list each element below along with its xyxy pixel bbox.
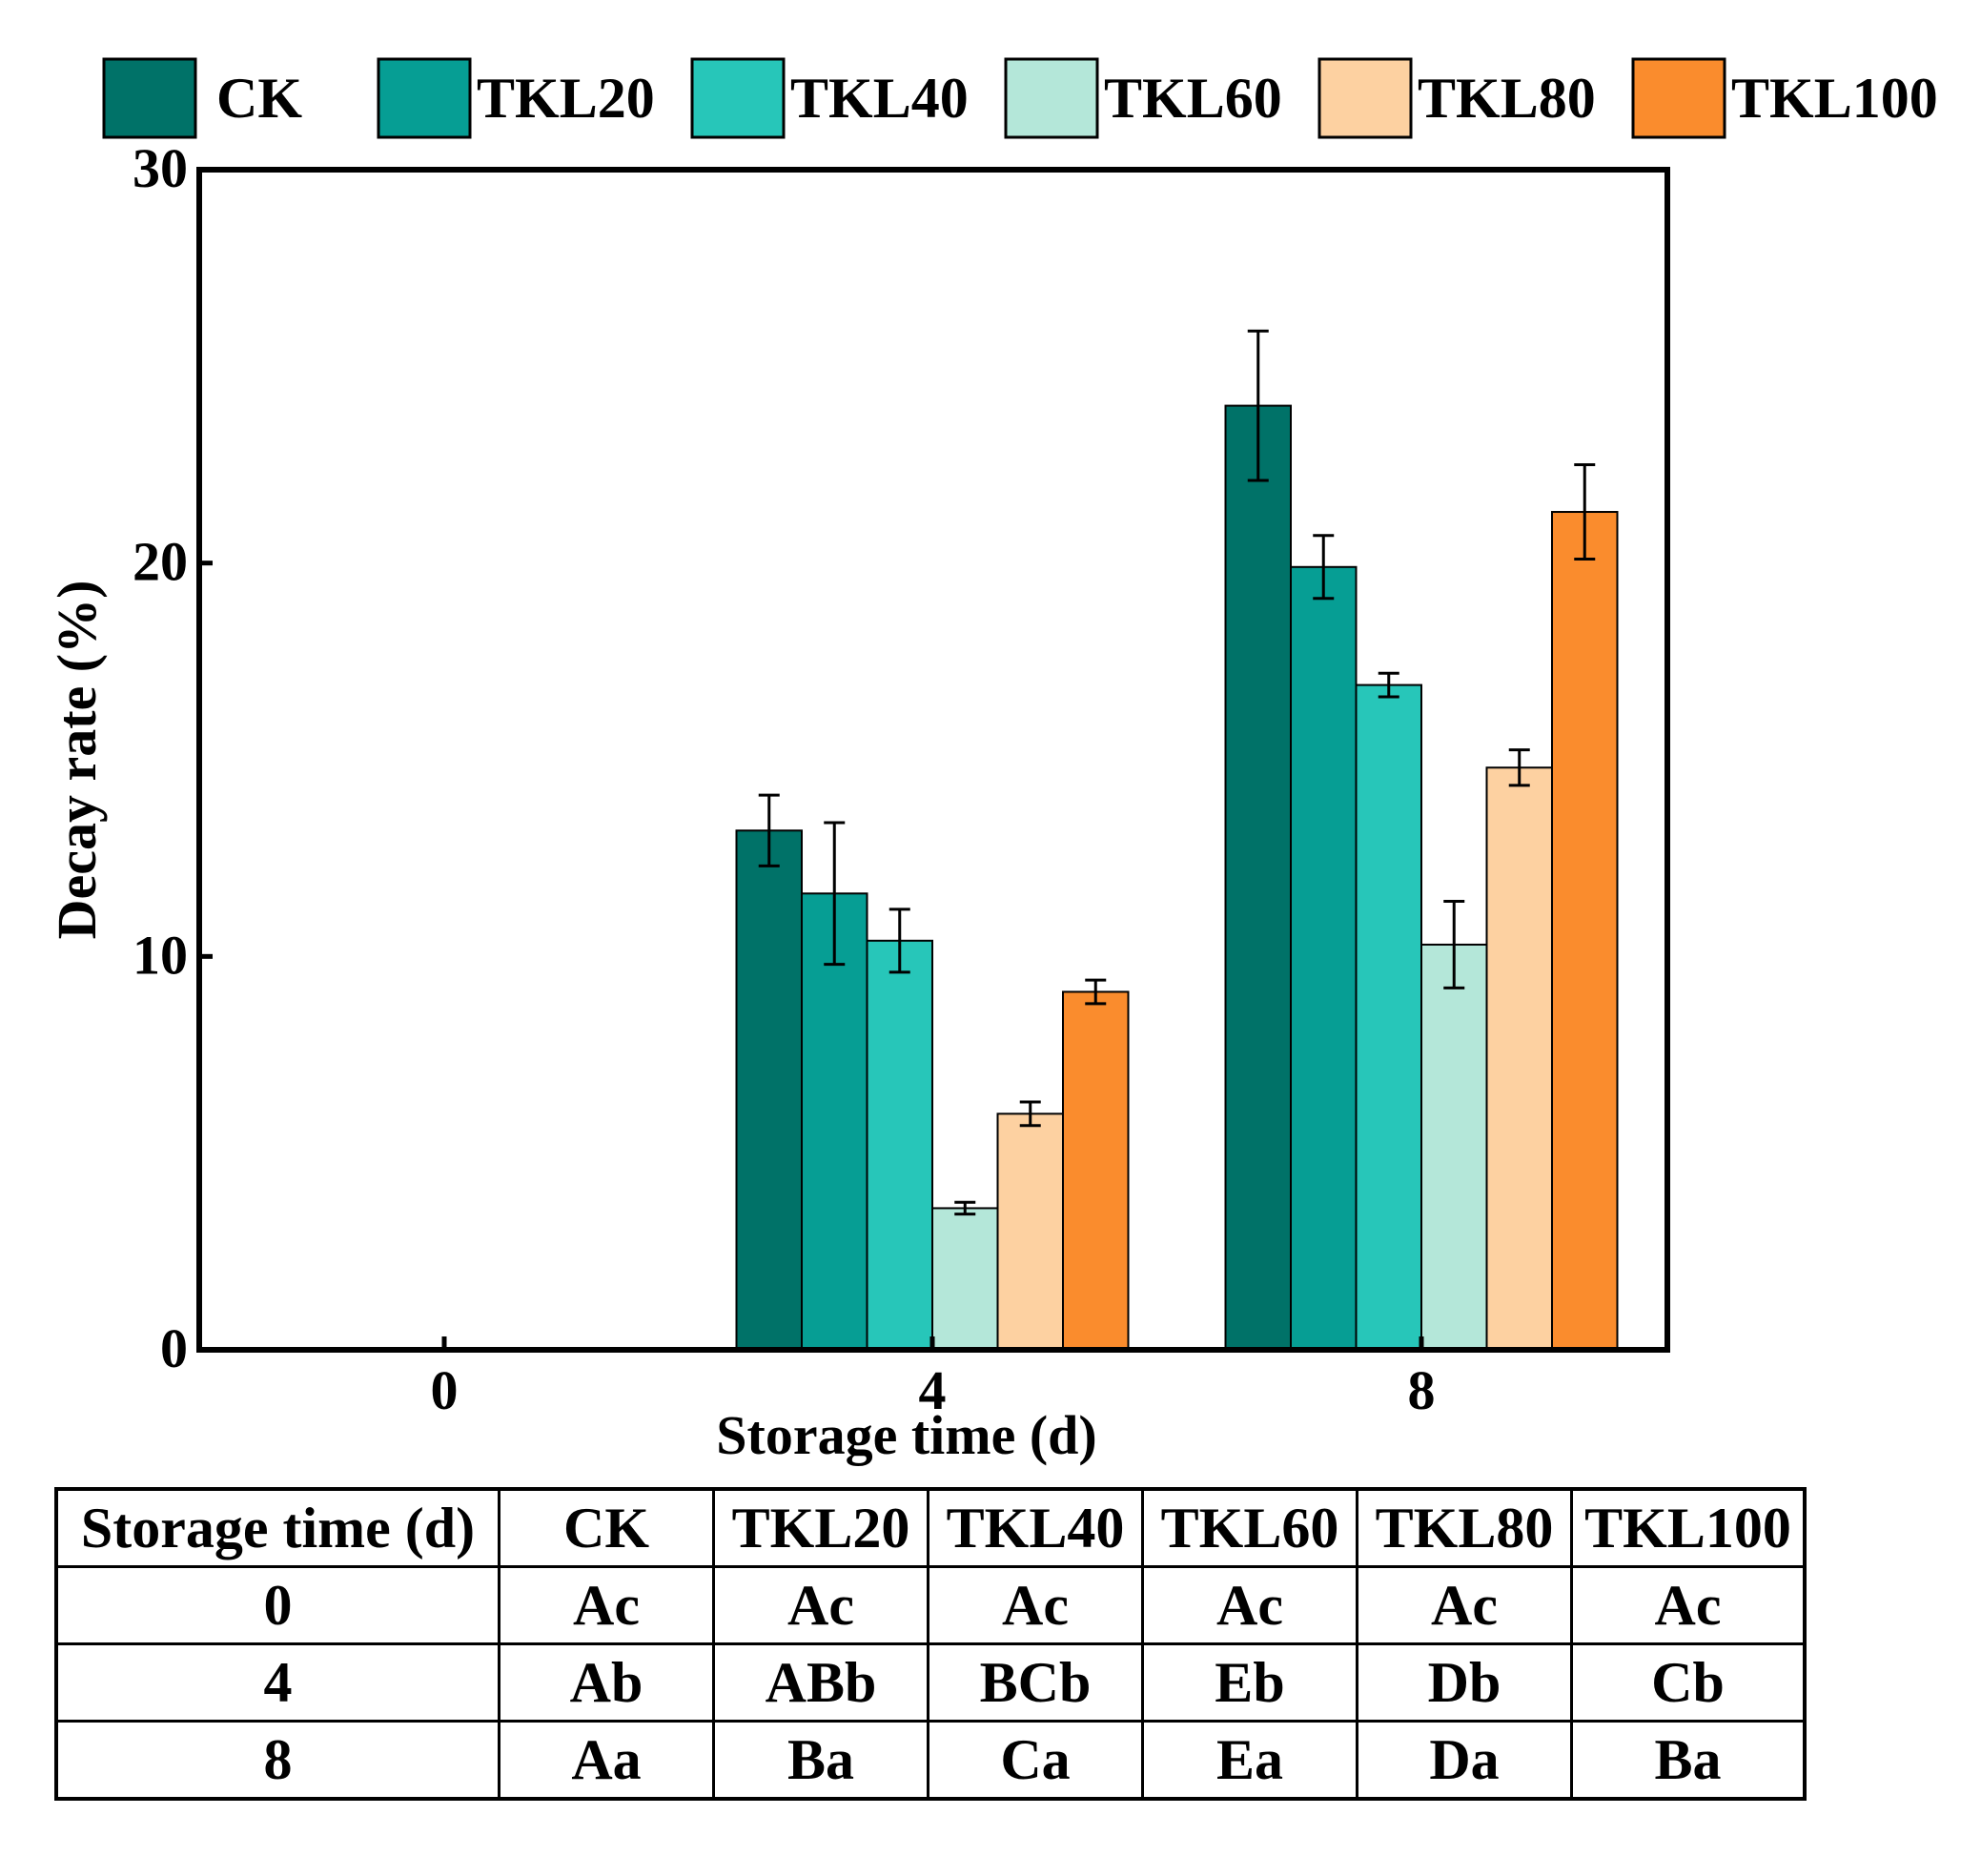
- legend-item-tkl20: TKL20: [377, 57, 655, 139]
- legend-label: TKL100: [1731, 67, 1938, 130]
- table-cell: 4: [54, 1642, 500, 1723]
- table-header-cell: TKL80: [1356, 1487, 1573, 1568]
- table-cell: Ea: [1141, 1720, 1358, 1801]
- bar-tkl20-day-8: [1290, 565, 1358, 1351]
- bar-ck-day-4: [735, 829, 803, 1351]
- chart-error-bars: [758, 329, 1596, 1216]
- legend-swatch: [102, 57, 197, 139]
- chart-bars: [735, 404, 1619, 1352]
- error-bar-tkl20-day-8: [1313, 534, 1335, 601]
- legend-swatch: [690, 57, 786, 139]
- table-cell: BCb: [927, 1642, 1144, 1723]
- bar-tkl100-day-4: [1062, 990, 1130, 1352]
- legend-item-tkl40: TKL40: [690, 57, 969, 139]
- table-header-cell: TKL60: [1141, 1487, 1358, 1568]
- x-tick-label: 4: [919, 1359, 947, 1421]
- legend-item-tkl80: TKL80: [1317, 57, 1596, 139]
- error-bar-ck-day-8: [1247, 329, 1269, 482]
- decay-rate-bar-chart: CK TKL20 TKL40 TKL60 TKL80 TKL100 0 10 20 30 0 4 8…: [46, 57, 1938, 1466]
- table-cell: Ac: [1570, 1565, 1807, 1645]
- table-cell: Ca: [927, 1720, 1144, 1801]
- legend-label: TKL20: [477, 67, 655, 130]
- error-bar-tkl40-day-4: [888, 907, 910, 974]
- error-bar-tkl20-day-4: [824, 821, 846, 967]
- x-axis-title: Storage time (d): [716, 1404, 1096, 1466]
- table-cell: Ab: [498, 1642, 715, 1723]
- table-header-cell: TKL20: [712, 1487, 929, 1568]
- table-cell: Aa: [498, 1720, 715, 1801]
- bar-tkl80-day-4: [996, 1112, 1064, 1352]
- table-row: 8 Aa Ba Ca Ea Da Ba: [54, 1720, 1807, 1801]
- table-header-cell: TKL40: [927, 1487, 1144, 1568]
- chart-legend: CK TKL20 TKL40 TKL60 TKL80 TKL100: [102, 57, 1938, 139]
- table-cell: Ac: [1356, 1565, 1573, 1645]
- table-row: 4 Ab ABb BCb Eb Db Cb: [54, 1642, 1807, 1723]
- legend-swatch: [377, 57, 472, 139]
- y-tick-label: 0: [160, 1317, 188, 1379]
- legend-label: TKL40: [790, 67, 969, 130]
- bar-tkl40-day-8: [1355, 683, 1422, 1351]
- error-bar-tkl100-day-4: [1085, 978, 1107, 1006]
- legend-item-tkl100: TKL100: [1631, 57, 1938, 139]
- error-bar-tkl80-day-4: [1019, 1100, 1041, 1128]
- table-cell: Da: [1356, 1720, 1573, 1801]
- error-bar-ck-day-4: [758, 793, 780, 867]
- table-cell: ABb: [712, 1642, 929, 1723]
- x-axis-ticks: 0 4 8: [431, 1336, 1436, 1421]
- significance-table: Storage time (d) CK TKL20 TKL40 TKL60 TK…: [54, 1487, 1807, 1801]
- legend-swatch: [1631, 57, 1726, 139]
- error-bar-tkl100-day-8: [1574, 463, 1596, 561]
- table-header-cell: TKL100: [1570, 1487, 1807, 1568]
- x-tick-label: 8: [1408, 1359, 1436, 1421]
- y-tick-label: 20: [133, 531, 188, 593]
- bar-tkl100-day-8: [1551, 511, 1619, 1351]
- y-tick-label: 30: [133, 137, 188, 199]
- table-cell: Ac: [1141, 1565, 1358, 1645]
- table-cell: Eb: [1141, 1642, 1358, 1723]
- error-bar-tkl80-day-8: [1508, 748, 1530, 787]
- table-cell: 0: [54, 1565, 500, 1645]
- table-cell: Ac: [498, 1565, 715, 1645]
- legend-item-tkl60: TKL60: [1004, 57, 1282, 139]
- table-header-cell: CK: [498, 1487, 715, 1568]
- table-cell: Ba: [712, 1720, 929, 1801]
- bar-tkl40-day-4: [866, 939, 933, 1351]
- table-header-cell: Storage time (d): [54, 1487, 500, 1568]
- bar-tkl80-day-8: [1485, 766, 1553, 1351]
- y-tick-label: 10: [133, 924, 188, 986]
- table-header-row: Storage time (d) CK TKL20 TKL40 TKL60 TK…: [54, 1487, 1807, 1568]
- error-bar-tkl60-day-8: [1443, 900, 1465, 989]
- bar-tkl60-day-8: [1420, 943, 1488, 1351]
- bar-ck-day-8: [1224, 404, 1292, 1352]
- error-bar-tkl40-day-8: [1378, 671, 1399, 699]
- table-cell: Ac: [927, 1565, 1144, 1645]
- bar-tkl60-day-4: [931, 1207, 999, 1351]
- legend-item-ck: CK: [102, 57, 302, 139]
- table-cell: Db: [1356, 1642, 1573, 1723]
- table-row: 0 Ac Ac Ac Ac Ac Ac: [54, 1565, 1807, 1645]
- legend-swatch: [1317, 57, 1413, 139]
- legend-label: TKL60: [1104, 67, 1282, 130]
- y-axis-ticks: 0 10 20 30: [133, 137, 213, 1379]
- legend-label: TKL80: [1418, 67, 1596, 130]
- legend-label: CK: [216, 67, 302, 130]
- table-cell: Ba: [1570, 1720, 1807, 1801]
- x-tick-label: 0: [431, 1359, 459, 1421]
- bar-tkl20-day-4: [801, 892, 868, 1351]
- y-axis-title: Decay rate (%): [46, 581, 108, 940]
- legend-swatch: [1004, 57, 1099, 139]
- table-cell: Ac: [712, 1565, 929, 1645]
- error-bar-tkl60-day-4: [954, 1200, 976, 1216]
- table-cell: 8: [54, 1720, 500, 1801]
- table-cell: Cb: [1570, 1642, 1807, 1723]
